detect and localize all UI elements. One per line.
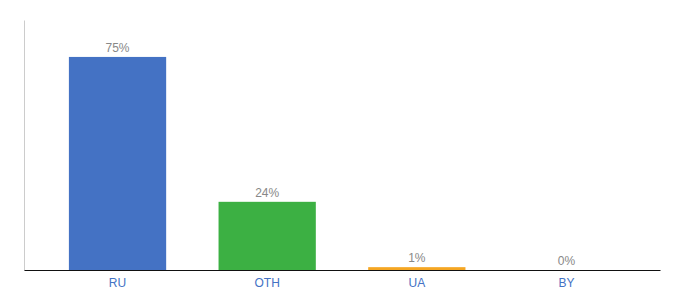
bars bbox=[69, 57, 466, 270]
data-labels: 75% 24% 1% 0% bbox=[106, 41, 576, 268]
x-tick-label: RU bbox=[109, 276, 126, 290]
y-axis-line bbox=[24, 21, 25, 271]
bar bbox=[518, 270, 615, 271]
y-axis bbox=[24, 21, 25, 271]
bar bbox=[69, 57, 166, 270]
x-tick-label: UA bbox=[408, 276, 425, 290]
x-tick: UA bbox=[408, 276, 425, 290]
x-tick-label: OTH bbox=[255, 276, 280, 290]
bar bbox=[219, 202, 316, 270]
data-label: 75% bbox=[106, 41, 130, 55]
x-tick: RU bbox=[109, 276, 126, 290]
x-tick-label: BY bbox=[558, 276, 574, 290]
chart: RU OTH UA BY 75% 24% 1% 0% bbox=[0, 0, 680, 300]
bar bbox=[368, 267, 465, 270]
x-axis: RU OTH UA BY bbox=[25, 271, 661, 290]
x-tick: OTH bbox=[255, 276, 280, 290]
x-axis-line bbox=[25, 270, 661, 271]
data-label: 1% bbox=[408, 251, 426, 265]
data-label: 0% bbox=[558, 254, 576, 268]
data-label: 24% bbox=[255, 186, 279, 200]
plot: RU OTH UA BY 75% 24% 1% 0% bbox=[25, 21, 661, 290]
x-tick: BY bbox=[558, 276, 574, 290]
